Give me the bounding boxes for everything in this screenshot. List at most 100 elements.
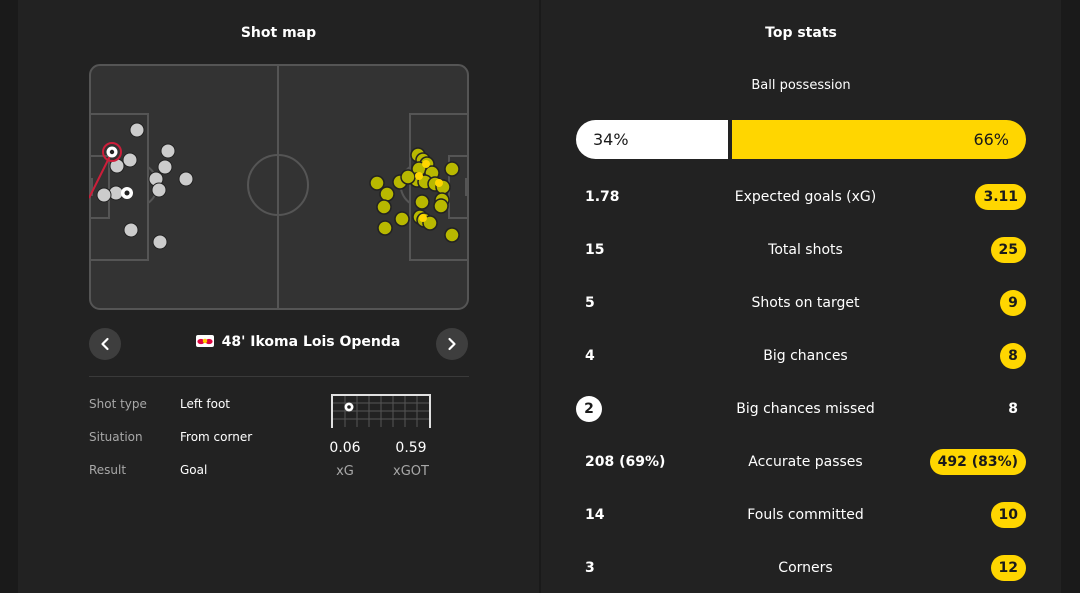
stat-row: 1.78 Expected goals (xG) 3.11 — [585, 182, 1026, 212]
shot-dot[interactable] — [160, 143, 176, 159]
result-label: Result — [89, 463, 127, 477]
shot-dot[interactable] — [444, 227, 460, 243]
divider — [89, 376, 469, 377]
next-shot-button[interactable] — [436, 328, 468, 360]
selected-shot-info: 48' Ikoma Lois Openda — [168, 334, 428, 350]
stat-away-value: 10 — [990, 500, 1026, 530]
shot-dot[interactable] — [122, 152, 138, 168]
stat-away-text: 492 (83%) — [929, 449, 1026, 475]
stat-home-value: 3 — [585, 553, 595, 583]
possession-home: 34% — [576, 120, 728, 159]
stat-name: Total shots — [768, 242, 843, 258]
shot-dot[interactable] — [433, 198, 449, 214]
xgot-value: 0.59 — [395, 440, 427, 456]
stat-home-value: 2 — [576, 394, 602, 424]
shot-map-panel: Shot map — [18, 0, 539, 593]
home-shots — [96, 122, 194, 250]
stat-home-text: 2 — [576, 396, 602, 422]
xg-value: 0.06 — [329, 440, 361, 456]
stat-home-value: 208 (69%) — [585, 447, 665, 477]
selected-shot-marker[interactable] — [89, 142, 122, 199]
shot-minute: 48' — [221, 334, 246, 350]
stat-home-value: 1.78 — [585, 182, 620, 212]
home-goal-marker[interactable] — [121, 187, 133, 199]
shot-player-name: Ikoma Lois Openda — [250, 334, 401, 350]
shot-dot[interactable] — [376, 199, 392, 215]
stat-name: Big chances — [763, 348, 848, 364]
stat-row: 5 Shots on target 9 — [585, 288, 1026, 318]
stat-away-value: 25 — [990, 235, 1026, 265]
situation-value: From corner — [180, 430, 253, 444]
club-logo-icon — [195, 335, 214, 347]
stat-away-text: 8 — [1008, 401, 1018, 417]
stat-name: Accurate passes — [748, 454, 863, 470]
situation-label: Situation — [89, 430, 143, 444]
stat-home-text: 208 (69%) — [585, 454, 666, 470]
shot-dot[interactable] — [444, 161, 460, 177]
shot-dot[interactable] — [157, 159, 173, 175]
stat-away-text: 8 — [1000, 343, 1026, 369]
result-value: Goal — [180, 463, 208, 477]
stat-home-text: 5 — [585, 295, 595, 311]
stat-away-text: 10 — [990, 502, 1026, 528]
chevron-right-icon — [448, 337, 456, 351]
shot-type-label: Shot type — [89, 397, 147, 411]
stat-away-value: 12 — [990, 553, 1026, 583]
shot-dot[interactable] — [377, 220, 393, 236]
stat-away-text: 9 — [1000, 290, 1026, 316]
possession-bar: 34% 66% — [576, 120, 1026, 159]
shot-dot[interactable] — [151, 182, 167, 198]
stat-home-text: 3 — [585, 560, 595, 576]
stat-name: Fouls committed — [747, 507, 864, 523]
shot-dot[interactable] — [394, 211, 410, 227]
shot-dot[interactable] — [178, 171, 194, 187]
stat-row: 4 Big chances 8 — [585, 341, 1026, 371]
stat-home-text: 14 — [585, 507, 605, 523]
stat-home-text: 4 — [585, 348, 595, 364]
chevron-left-icon — [101, 337, 109, 351]
stat-name: Shots on target — [751, 295, 860, 311]
stat-row: 14 Fouls committed 10 — [585, 500, 1026, 530]
stat-away-value: 8 — [1000, 341, 1026, 371]
stat-row: 3 Corners 12 — [585, 553, 1026, 583]
stat-home-text: 1.78 — [585, 189, 620, 205]
stat-away-value: 3.11 — [975, 182, 1026, 212]
previous-shot-button[interactable] — [89, 328, 121, 360]
shot-dot[interactable] — [96, 187, 112, 203]
stat-home-value: 4 — [585, 341, 595, 371]
stat-name: Corners — [778, 560, 833, 576]
stat-row: 2 Big chances missed 8 — [576, 394, 1026, 424]
stat-home-value: 14 — [585, 500, 604, 530]
goal-frame-icon — [331, 394, 431, 428]
possession-away: 66% — [732, 120, 1026, 159]
stat-home-value: 5 — [585, 288, 595, 318]
away-goal-marker[interactable] — [422, 160, 430, 168]
stat-away-value: 9 — [1000, 288, 1026, 318]
stat-name: Big chances missed — [736, 401, 875, 417]
shot-dot[interactable] — [123, 222, 139, 238]
away-goal-marker[interactable] — [419, 214, 427, 222]
shot-dot[interactable] — [414, 194, 430, 210]
stat-name: Expected goals (xG) — [734, 189, 877, 205]
shot-type-value: Left foot — [180, 397, 231, 411]
xgot-label: xGOT — [393, 464, 429, 479]
stat-away-text: 25 — [990, 237, 1026, 263]
shot-map-title: Shot map — [240, 25, 317, 41]
xg-label: xG — [336, 464, 354, 479]
shot-dot[interactable] — [129, 122, 145, 138]
pitch-map — [89, 64, 469, 310]
stat-away-text: 12 — [990, 555, 1026, 581]
stat-away-value: 492 (83%) — [929, 447, 1026, 477]
stat-row: 208 (69%) Accurate passes 492 (83%) — [585, 447, 1026, 477]
away-goal-marker[interactable] — [415, 172, 423, 180]
shot-dot[interactable] — [400, 169, 416, 185]
away-goal-marker[interactable] — [435, 179, 443, 187]
shot-dot[interactable] — [369, 175, 385, 191]
stat-away-value: 8 — [1008, 394, 1018, 424]
possession-label: Ball possession — [751, 78, 851, 93]
shot-dot[interactable] — [379, 186, 395, 202]
away-goal-markers — [415, 160, 443, 222]
shot-dot[interactable] — [152, 234, 168, 250]
stat-row: 15 Total shots 25 — [585, 235, 1026, 265]
top-stats-title: Top stats — [765, 25, 837, 41]
